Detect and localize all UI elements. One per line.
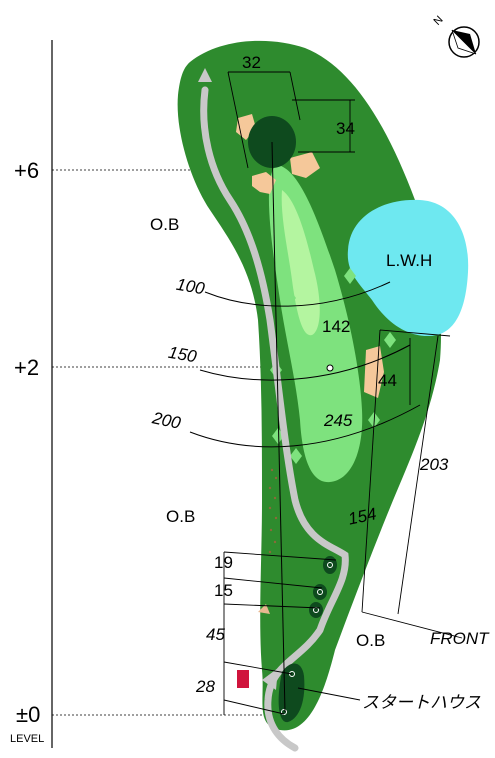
tree-marker-4: [384, 332, 396, 348]
tree-marker-1: [344, 268, 356, 284]
water-hazard-label: L.W.H: [386, 251, 432, 270]
water-hazard: [347, 199, 469, 337]
green-dimensions: [227, 71, 355, 169]
distance-label-142: 142: [322, 317, 350, 336]
elevation-label-plus6: +6: [14, 158, 39, 183]
green-depth-label: 32: [242, 53, 261, 72]
distance-arcs: [189, 281, 421, 448]
north-arrow-icon: N: [432, 14, 480, 58]
elevation-label-level: LEVEL: [10, 733, 44, 745]
bunker-green-front: [252, 172, 276, 194]
cart-path-arrow-icon: [198, 68, 212, 82]
elevation-label-zero: ±0: [16, 702, 40, 727]
yardage-lines: [223, 329, 463, 715]
tree-marker-2: [284, 290, 296, 306]
start-house-icon: [237, 670, 249, 688]
center-line: [271, 141, 286, 713]
green-width-label: 34: [336, 119, 355, 138]
ob-label-right: O.B: [356, 631, 385, 650]
arc-label-150: 150: [167, 343, 199, 367]
rough-texture: [268, 468, 278, 554]
tee-distance-45: 45: [206, 625, 225, 644]
svg-text:N: N: [432, 14, 446, 28]
start-house-label: スタートハウス: [362, 693, 481, 712]
distance-label-203: 203: [419, 455, 449, 474]
arc-label-100: 100: [175, 275, 207, 299]
target-point: [326, 364, 334, 372]
elevation-label-plus2: +2: [14, 355, 39, 380]
ob-label-left-upper: O.B: [150, 215, 179, 234]
cart-path-tail: [262, 668, 278, 690]
tree-marker-7: [290, 448, 302, 464]
arc-label-200: 200: [150, 408, 183, 433]
tee-distance-15: 15: [214, 581, 233, 600]
ob-label-left-lower: O.B: [166, 507, 195, 526]
front-tee-label: FRONT: [430, 629, 490, 648]
tee-distance-19: 19: [214, 553, 233, 572]
bunker-width-label: 44: [378, 371, 397, 390]
distance-label-245: 245: [323, 411, 353, 430]
bunker-tee: [258, 604, 270, 614]
tee-distance-28: 28: [195, 677, 215, 696]
fairway-core: [281, 190, 320, 336]
bunker-green-right: [290, 152, 320, 178]
cart-path: [200, 86, 349, 752]
